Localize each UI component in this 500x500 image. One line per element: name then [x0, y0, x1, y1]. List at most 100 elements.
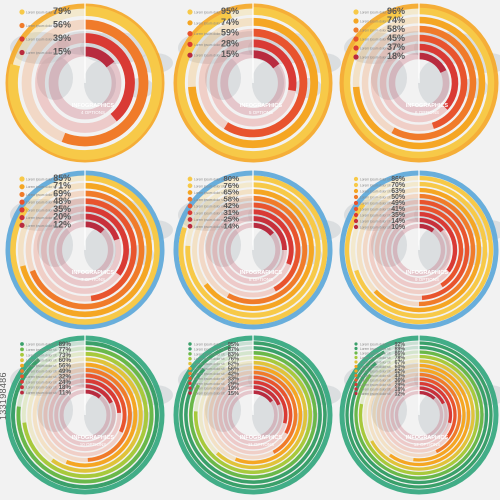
- option-caption: Lorem ipsum dolor sit: [360, 208, 391, 212]
- option-icon: [353, 224, 359, 230]
- map-shape: [205, 388, 241, 432]
- ring-bar: [8, 6, 162, 160]
- map-shape: [418, 228, 450, 272]
- percent-label: 45%: [387, 33, 405, 43]
- option-caption: Lorem ipsum dolor sit: [26, 224, 57, 228]
- percent-label: 77%: [59, 346, 72, 353]
- ring-bar: [345, 341, 493, 489]
- option-icon: [19, 9, 25, 15]
- percent-label: 92%: [395, 342, 406, 348]
- percent-label: 60%: [395, 365, 406, 371]
- ring-bar: [184, 346, 322, 484]
- option-caption: Lorem ipsum dolor sit: [26, 359, 57, 363]
- percent-label: 76%: [228, 357, 239, 363]
- option-icon: [353, 54, 359, 60]
- map-shape: [371, 56, 407, 100]
- option-caption: Lorem ipsum dolor sit: [26, 348, 57, 352]
- option-caption: Lorem ipsum dolor sit: [360, 47, 391, 51]
- option-caption: Lorem ipsum dolor sit: [194, 367, 225, 371]
- option-caption: Lorem ipsum dolor sit: [360, 356, 391, 360]
- option-caption: Lorem ipsum dolor sit: [194, 352, 225, 356]
- option-icon: [20, 352, 24, 357]
- ring-bar: [65, 362, 138, 468]
- percent-label: 20%: [53, 212, 71, 222]
- ring-bar: [391, 25, 477, 141]
- option-caption: Lorem ipsum dolor sit: [194, 347, 225, 351]
- option-icon: [20, 342, 24, 346]
- option-icon: [20, 374, 24, 379]
- stock-id-watermark: 133198486: [0, 372, 8, 420]
- ring-bar: [413, 368, 466, 462]
- map-shape: [252, 61, 284, 105]
- options-subtitle: 8 OPTIONS: [249, 277, 273, 282]
- option-icon: [188, 347, 192, 351]
- ring-bar: [84, 368, 132, 462]
- percent-label: 85%: [53, 173, 71, 183]
- ring-bar: [252, 380, 288, 424]
- ring-bar: [349, 345, 489, 485]
- option-caption: Lorem ipsum dolor sit: [194, 377, 225, 381]
- infographics-title: INFOGRAPHICS: [72, 435, 115, 441]
- map-shape: [294, 245, 322, 265]
- percent-label: 28%: [221, 38, 239, 48]
- percent-label: 86%: [391, 176, 405, 183]
- ring-bar: [252, 385, 281, 406]
- option-icon: [354, 351, 358, 355]
- ring-bar: [252, 370, 298, 454]
- option-icon: [353, 18, 359, 24]
- percent-label: 78%: [395, 356, 406, 362]
- option-icon: [20, 358, 24, 363]
- ring-bar: [189, 351, 317, 479]
- ring-bar: [20, 182, 153, 318]
- ring-bar: [252, 216, 287, 251]
- percent-label: 35%: [53, 204, 71, 214]
- option-icon: [187, 176, 193, 182]
- option-caption: Lorem ipsum dolor sit: [360, 196, 391, 200]
- ring-bar: [226, 195, 308, 305]
- percent-label: 95%: [221, 6, 239, 16]
- ring-bar: [418, 205, 464, 288]
- ring-bar: [61, 19, 149, 147]
- percent-label: 37%: [387, 42, 405, 52]
- percent-label: 62%: [228, 362, 239, 368]
- percent-label: 74%: [221, 17, 239, 27]
- option-caption: Lorem ipsum dolor sit: [194, 205, 225, 209]
- option-icon: [19, 207, 25, 213]
- option-caption: Lorem ipsum dolor sit: [26, 51, 57, 55]
- infographics-title: INFOGRAPHICS: [406, 270, 449, 276]
- option-caption: Lorem ipsum dolor sit: [194, 211, 225, 215]
- option-icon: [187, 203, 193, 209]
- map-shape: [205, 223, 241, 267]
- percent-label: 74%: [387, 15, 405, 25]
- option-icon: [353, 212, 359, 218]
- option-icon: [20, 347, 24, 352]
- ring-bar: [29, 190, 145, 310]
- percent-label: 95%: [228, 342, 239, 348]
- ring-bar: [10, 175, 160, 325]
- option-caption: Lorem ipsum dolor sit: [360, 361, 391, 365]
- options-subtitle: 4 OPTIONS: [81, 110, 105, 115]
- option-caption: Lorem ipsum dolor sit: [360, 56, 391, 60]
- options-subtitle: 12 OPTIONS: [414, 442, 441, 447]
- option-icon: [353, 194, 359, 200]
- option-icon: [353, 218, 359, 224]
- percent-label: 15%: [221, 49, 239, 59]
- options-subtitle: 9 OPTIONS: [415, 277, 439, 282]
- option-caption: Lorem ipsum dolor sit: [26, 38, 57, 42]
- option-caption: Lorem ipsum dolor sit: [194, 184, 225, 188]
- option-icon: [188, 352, 192, 356]
- option-icon: [19, 222, 25, 228]
- option-icon: [354, 355, 358, 360]
- options-subtitle: 5 OPTIONS: [249, 110, 273, 115]
- option-caption: Lorem ipsum dolor sit: [360, 379, 391, 383]
- option-caption: Lorem ipsum dolor sit: [360, 202, 391, 206]
- ring-bar: [84, 384, 113, 404]
- option-icon: [20, 363, 24, 368]
- option-icon: [353, 188, 359, 194]
- option-icon: [19, 36, 25, 42]
- option-caption: Lorem ipsum dolor sit: [360, 214, 391, 218]
- percent-label: 56%: [53, 20, 71, 30]
